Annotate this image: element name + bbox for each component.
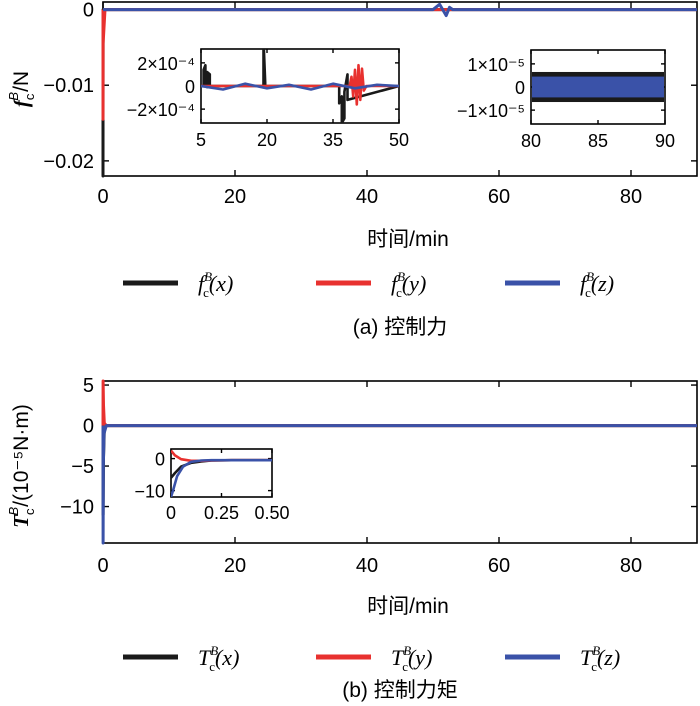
panel-a-ytick-label: 0 xyxy=(83,0,94,22)
inset-b1-frame xyxy=(170,448,273,498)
panel-b-ytick-label: 5 xyxy=(83,375,94,397)
panel-b-xlabel: 时间/min xyxy=(367,595,449,618)
panel-b-ytick-label: −5 xyxy=(71,456,94,478)
inset-b1-axes: 0 0.25 0.500−10 xyxy=(134,448,290,523)
inset-a1-line-y xyxy=(201,63,399,106)
inset-a2-xtick-label: 85 xyxy=(588,131,608,151)
inset-a1-ytick-label: −2×10⁻⁴ xyxy=(127,100,195,120)
inset-a1-series xyxy=(201,49,399,123)
inset-a2-ytick-label: 0 xyxy=(515,78,525,98)
inset-b1-xtick-label: 0.50 xyxy=(254,503,289,523)
inset-a1-ytick-label: 0 xyxy=(185,77,195,97)
inset-b1-series xyxy=(171,449,272,497)
panel-b-xtick-label: 20 xyxy=(224,555,246,577)
panel-a-caption: (a) 控制力 xyxy=(353,316,448,339)
inset-a1-xtick-label: 5 xyxy=(196,130,206,150)
panel-b-xtick-label: 80 xyxy=(620,555,642,577)
inset-a1-xtick-label: 20 xyxy=(257,130,277,150)
panel-b-xtick-label: 0 xyxy=(97,555,108,577)
panel-b-xtick-label: 60 xyxy=(488,555,510,577)
inset-a1-line-x xyxy=(201,49,399,123)
panel-a-ylabel: fcB/N xyxy=(6,71,37,107)
panel-b-caption: (b) 控制力矩 xyxy=(342,679,458,702)
inset-a1-xtick-label: 35 xyxy=(323,130,343,150)
panel-b-ytick-label: 0 xyxy=(83,416,94,438)
inset-b1-xtick-label: 0.25 xyxy=(204,503,239,523)
panel-b-line-z xyxy=(101,424,697,545)
panel-b-legend-label-z: TB c(z) xyxy=(580,643,620,674)
inset-a1-line-z xyxy=(201,82,399,91)
panel-a-ytick-label: −0.01 xyxy=(43,75,94,97)
panel-a-ytick-label: −0.02 xyxy=(43,151,94,173)
panel-a-line-z xyxy=(103,2,697,18)
inset-b1-line-z xyxy=(171,458,272,497)
panel-a-xtick-label: 80 xyxy=(620,186,642,208)
inset-a2-ytick-label: 1×10⁻⁵ xyxy=(467,55,525,75)
panel-a-xtick-label: 60 xyxy=(488,186,510,208)
inset-a2-ytick-label: −1×10⁻⁵ xyxy=(457,101,525,121)
panel-b-ylabel: TcB/(10⁻⁵N·m) xyxy=(6,404,37,528)
panel-b-axes: 0 20 40 60 80 5 0 −5 −10 xyxy=(60,375,698,577)
panel-a-legend-label-y: fB c(y) xyxy=(391,269,426,300)
panel-b-xtick-label: 40 xyxy=(356,555,378,577)
inset-b1-xtick-label: 0 xyxy=(166,503,176,523)
inset-a2-xtick-label: 90 xyxy=(655,131,675,151)
inset-a1-xtick-label: 50 xyxy=(389,130,409,150)
panel-a-xtick-label: 40 xyxy=(356,186,378,208)
inset-a2-xtick-label: 80 xyxy=(521,131,541,151)
panel-b-ytick-label: −10 xyxy=(60,497,94,519)
panel-b-legend-label-y: TB c(y) xyxy=(391,643,432,674)
inset-b1-ytick-label: 0 xyxy=(155,450,165,470)
inset-a2-band-z xyxy=(532,76,664,98)
inset-b1-ytick-label: −10 xyxy=(134,482,165,502)
panel-a-legend: fB c(x) fB c(y) fB c(z) xyxy=(123,269,614,300)
panel-a-xtick-label: 20 xyxy=(224,186,246,208)
inset-a1-ytick-label: 2×10⁻⁴ xyxy=(137,54,195,74)
panel-a-legend-label-x: fB c(x) xyxy=(198,269,233,300)
panel-a-xtick-label: 0 xyxy=(97,186,108,208)
panel-a-legend-label-z: fB c(z) xyxy=(580,269,614,300)
panel-a-xlabel: 时间/min xyxy=(367,228,449,251)
panel-b-legend: TB c(x) TB c(y) TB c(z) xyxy=(123,643,620,674)
panel-b-legend-label-x: TB c(x) xyxy=(198,643,239,674)
